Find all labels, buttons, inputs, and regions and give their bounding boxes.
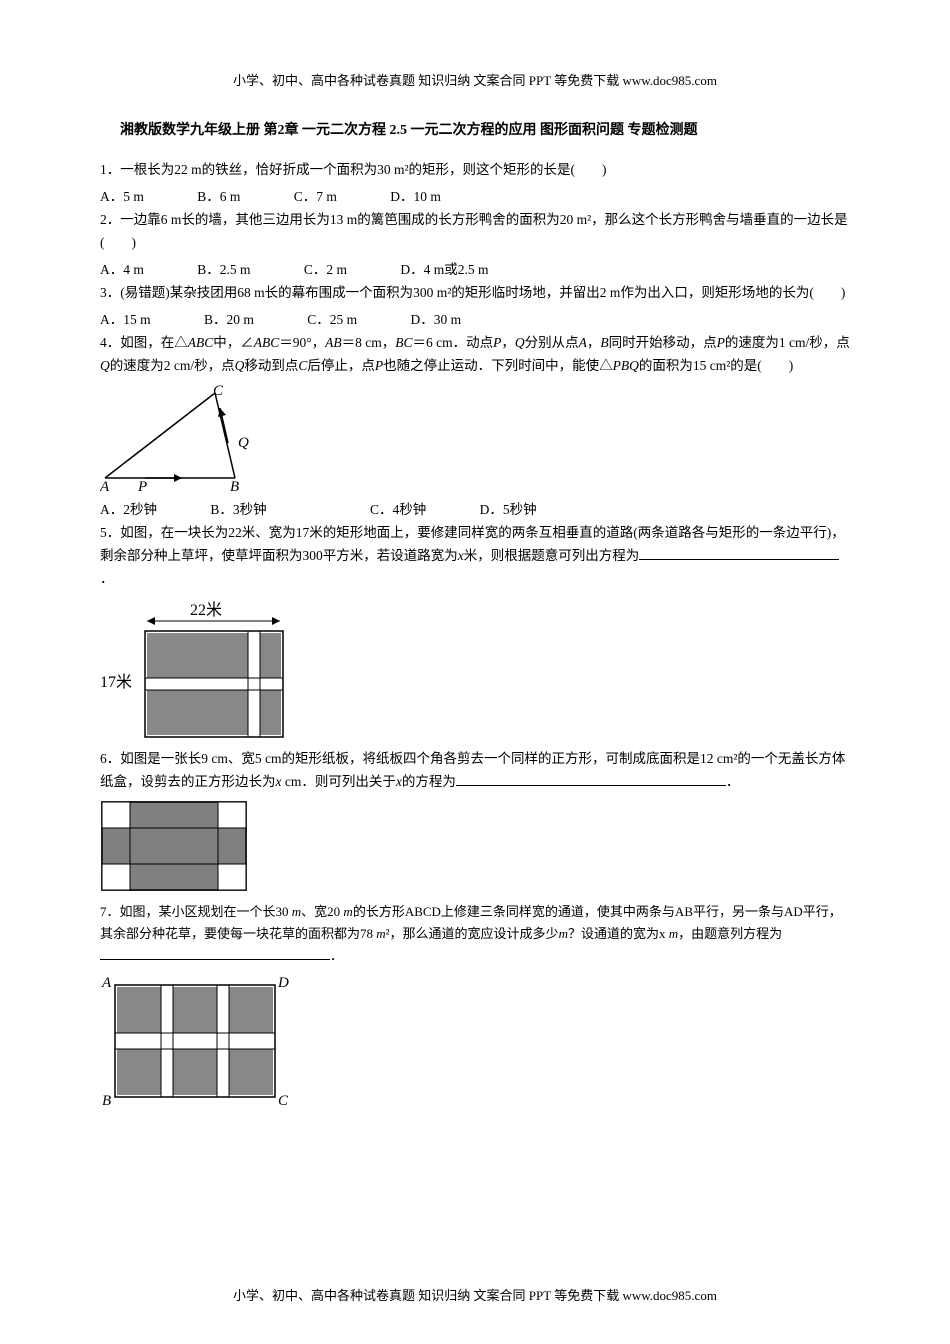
q1-optA: A．5 m xyxy=(100,186,144,209)
question-5: 5．如图，在一块长为22米、宽为17米的矩形地面上，要修建同样宽的两条互相垂直的… xyxy=(100,522,850,591)
question-4-options: A．2秒钟 B．3秒钟 C．4秒钟 D．5秒钟 xyxy=(100,499,850,522)
page-footer: 小学、初中、高中各种试卷真题 知识归纳 文案合同 PPT 等免费下载 www.d… xyxy=(0,1285,950,1304)
q4-optB: B．3秒钟 xyxy=(210,499,266,522)
svg-text:Q: Q xyxy=(238,435,249,451)
q4-optA: A．2秒钟 xyxy=(100,499,157,522)
q5-figure: 22米 17米 xyxy=(100,597,850,742)
q7-figure: A D B C xyxy=(100,973,850,1108)
crossroad-diagram: 22米 17米 xyxy=(100,597,300,742)
q2-optC: C．2 m xyxy=(304,259,347,282)
question-1: 1．一根长为22 m的铁丝，恰好折成一个面积为30 m²的矩形，则这个矩形的长是… xyxy=(100,159,850,182)
question-1-options: A．5 m B．6 m C．7 m D．10 m xyxy=(100,186,850,209)
question-3-options: A．15 m B．20 m C．25 m D．30 m xyxy=(100,309,850,332)
question-7: 7．如图，某小区规划在一个长30 m、宽20 m的长方形ABCD上修建三条同样宽… xyxy=(100,901,850,967)
paths-diagram: A D B C xyxy=(100,973,290,1108)
q4-optD: D．5秒钟 xyxy=(480,499,537,522)
q7-blank xyxy=(100,959,330,960)
worksheet-title: 湘教版数学九年级上册 第2章 一元二次方程 2.5 一元二次方程的应用 图形面积… xyxy=(100,119,850,139)
svg-text:D: D xyxy=(277,975,289,991)
svg-text:17米: 17米 xyxy=(100,673,132,691)
q2-optB: B．2.5 m xyxy=(197,259,250,282)
q3-optD: D．30 m xyxy=(411,309,462,332)
q1-optD: D．10 m xyxy=(390,186,441,209)
question-2: 2．一边靠6 m长的墙，其他三边用长为13 m的篱笆围成的长方形鸭舍的面积为20… xyxy=(100,209,850,255)
svg-text:B: B xyxy=(102,1093,111,1108)
question-2-options: A．4 m B．2.5 m C．2 m D．4 m或2.5 m xyxy=(100,259,850,282)
q6-figure xyxy=(100,800,850,895)
q4-figure: C Q A P B xyxy=(100,383,850,493)
svg-text:A: A xyxy=(101,975,112,991)
q3-optA: A．15 m xyxy=(100,309,151,332)
svg-text:B: B xyxy=(230,479,239,493)
q6-blank xyxy=(456,785,726,786)
page-header: 小学、初中、高中各种试卷真题 知识归纳 文案合同 PPT 等免费下载 www.d… xyxy=(100,70,850,89)
q1-optB: B．6 m xyxy=(197,186,240,209)
svg-text:C: C xyxy=(278,1093,289,1108)
q2-optA: A．4 m xyxy=(100,259,144,282)
question-4: 4．如图，在△ABC中，∠ABC＝90°，AB＝8 cm，BC＝6 cm．动点P… xyxy=(100,332,850,378)
q5-blank xyxy=(639,559,839,560)
q3-optC: C．25 m xyxy=(307,309,357,332)
svg-text:22米: 22米 xyxy=(190,601,222,619)
question-6: 6．如图是一张长9 cm、宽5 cm的矩形纸板，将纸板四个角各剪去一个同样的正方… xyxy=(100,748,850,794)
svg-text:P: P xyxy=(137,479,147,493)
q2-optD: D．4 m或2.5 m xyxy=(400,259,488,282)
triangle-diagram: C Q A P B xyxy=(100,383,255,493)
q1-optC: C．7 m xyxy=(294,186,337,209)
q4-optC: C．4秒钟 xyxy=(370,499,426,522)
box-diagram xyxy=(100,800,250,895)
question-3: 3．(易错题)某杂技团用68 m长的幕布围成一个面积为300 m²的矩形临时场地… xyxy=(100,282,850,305)
q3-optB: B．20 m xyxy=(204,309,254,332)
svg-text:A: A xyxy=(100,479,110,493)
svg-text:C: C xyxy=(213,383,224,399)
